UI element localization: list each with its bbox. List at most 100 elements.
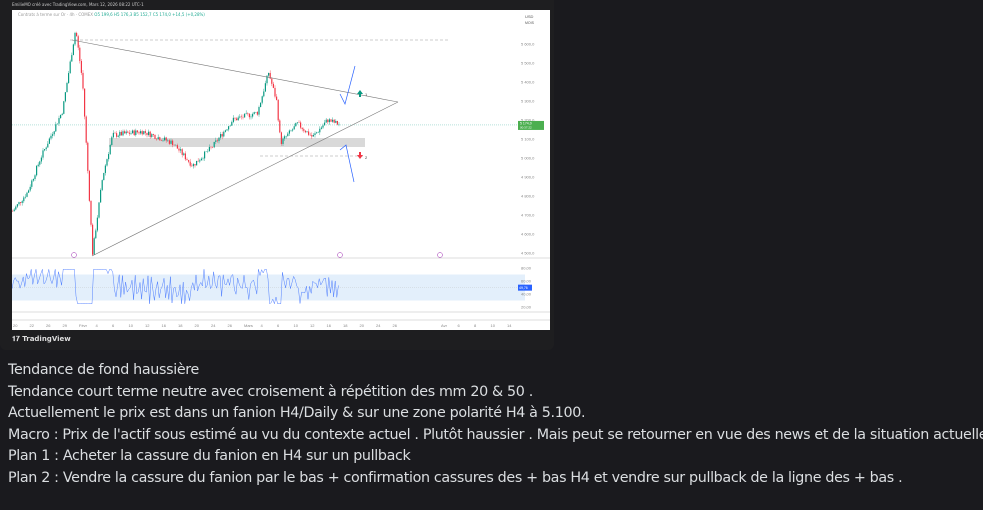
candle-body (100, 189, 102, 203)
candle-body (58, 118, 60, 124)
candle-body (282, 138, 284, 144)
tv-icon: 𝟏𝟕 (12, 335, 23, 343)
price-tick: 4 800,0 (521, 194, 535, 199)
candle-body (96, 217, 98, 231)
time-tick: Mars (244, 323, 253, 328)
candle-body (124, 131, 126, 134)
bearish-projection (339, 144, 355, 183)
candle-body (154, 134, 156, 139)
candle-body (31, 180, 33, 187)
chart-svg: 5 600,0 5 500,0 5 400,0 5 300,0 5 200,0 5 100… (11, 14, 550, 328)
candle-body (192, 164, 194, 167)
time-tick: 10 (129, 323, 134, 328)
annotation-2: 2 (365, 155, 368, 160)
candle-body (199, 160, 201, 162)
candle-body (229, 125, 231, 127)
message-line: Tendance de fond haussière (8, 362, 199, 378)
rsi-value: 49,76 (519, 286, 528, 290)
bullish-projection (339, 65, 356, 105)
candle-body (316, 132, 318, 134)
rsi-value-bg (518, 284, 532, 291)
candle-body (312, 134, 314, 137)
candle-body (279, 120, 281, 133)
time-tick: 20 (195, 323, 200, 328)
candle-body (189, 161, 191, 166)
price-tick: 5 600,0 (521, 42, 535, 47)
candle-body (272, 83, 274, 88)
candle-body (303, 129, 305, 131)
candle-body (85, 116, 87, 143)
candle-body (98, 202, 100, 218)
candle-body (314, 133, 316, 135)
candle-body (64, 92, 66, 102)
candle-body (21, 201, 23, 203)
time-tick: 10 (491, 323, 496, 328)
candle-body (60, 114, 62, 119)
candle-body (71, 55, 73, 62)
time-tick: 4 (96, 323, 99, 328)
candle-body (264, 83, 266, 92)
candle-body (204, 151, 206, 159)
time-tick: 24 (376, 323, 381, 328)
candle-body (140, 131, 142, 134)
candle-body (184, 153, 186, 160)
candle-body (300, 122, 302, 128)
candle-body (103, 172, 105, 181)
candle-body (288, 130, 290, 134)
candle-body (208, 146, 210, 152)
candle-body (79, 47, 81, 61)
time-tick: 26 (46, 323, 51, 328)
candle-body (68, 73, 70, 83)
candle-body (218, 137, 220, 142)
candle-body (247, 113, 249, 114)
candle-body (248, 113, 250, 118)
candle-body (159, 137, 161, 141)
candle-body (55, 124, 57, 132)
polarity-zone (109, 138, 365, 147)
candle-body (116, 133, 118, 137)
legend-values: O5 199,6 H5 176,3 B5 152,7 C5 174,0 +14,… (94, 12, 205, 17)
rsi-tick: 80,00 (521, 266, 532, 271)
candle-body (74, 32, 76, 45)
candle-body (20, 202, 22, 203)
candle-body (132, 130, 134, 134)
rsi-line (11, 269, 339, 305)
candle-body (45, 147, 47, 150)
candle-body (180, 149, 182, 151)
candle-body (63, 101, 65, 114)
time-tick: 20 (13, 323, 18, 328)
tradingview-logo: 𝟏𝟕 TradingView (12, 335, 71, 343)
currency-label: USD (525, 14, 534, 19)
candle-body (196, 160, 198, 166)
time-tick: 6 (112, 323, 115, 328)
candle-body (325, 119, 327, 123)
candle-body (135, 130, 137, 136)
event-marker-icon (437, 252, 443, 258)
candle-body (186, 159, 188, 161)
time-tick: 4 (261, 323, 264, 328)
arrow-down-icon (357, 152, 363, 159)
price-tick: 4 900,0 (521, 175, 535, 180)
message-content: Tendance de fond haussière Tendance cour… (8, 360, 983, 490)
candle-body (296, 122, 298, 124)
candle-body (92, 224, 94, 255)
candle-body (266, 75, 268, 84)
candle-body (109, 145, 111, 155)
time-tick: 12 (310, 323, 315, 328)
price-tick: 4 600,0 (521, 232, 535, 237)
candle-body (157, 137, 159, 140)
candle-body (69, 61, 71, 74)
time-tick: 18 (178, 323, 183, 328)
chart-image-embed[interactable]: EmilieMO créé avec TradingView.com, Mars… (0, 0, 554, 350)
candle-body (125, 131, 127, 134)
candle-body (130, 133, 132, 134)
rsi-tick: 40,00 (521, 292, 532, 297)
candle-body (224, 130, 226, 132)
triangle-lower-line (91, 101, 399, 257)
price-tick: 4 500,0 (521, 251, 535, 256)
candle-body (23, 197, 25, 202)
candle-body (164, 137, 166, 141)
candle-body (216, 140, 218, 142)
candle-body (295, 123, 297, 127)
candle-body (76, 32, 78, 37)
